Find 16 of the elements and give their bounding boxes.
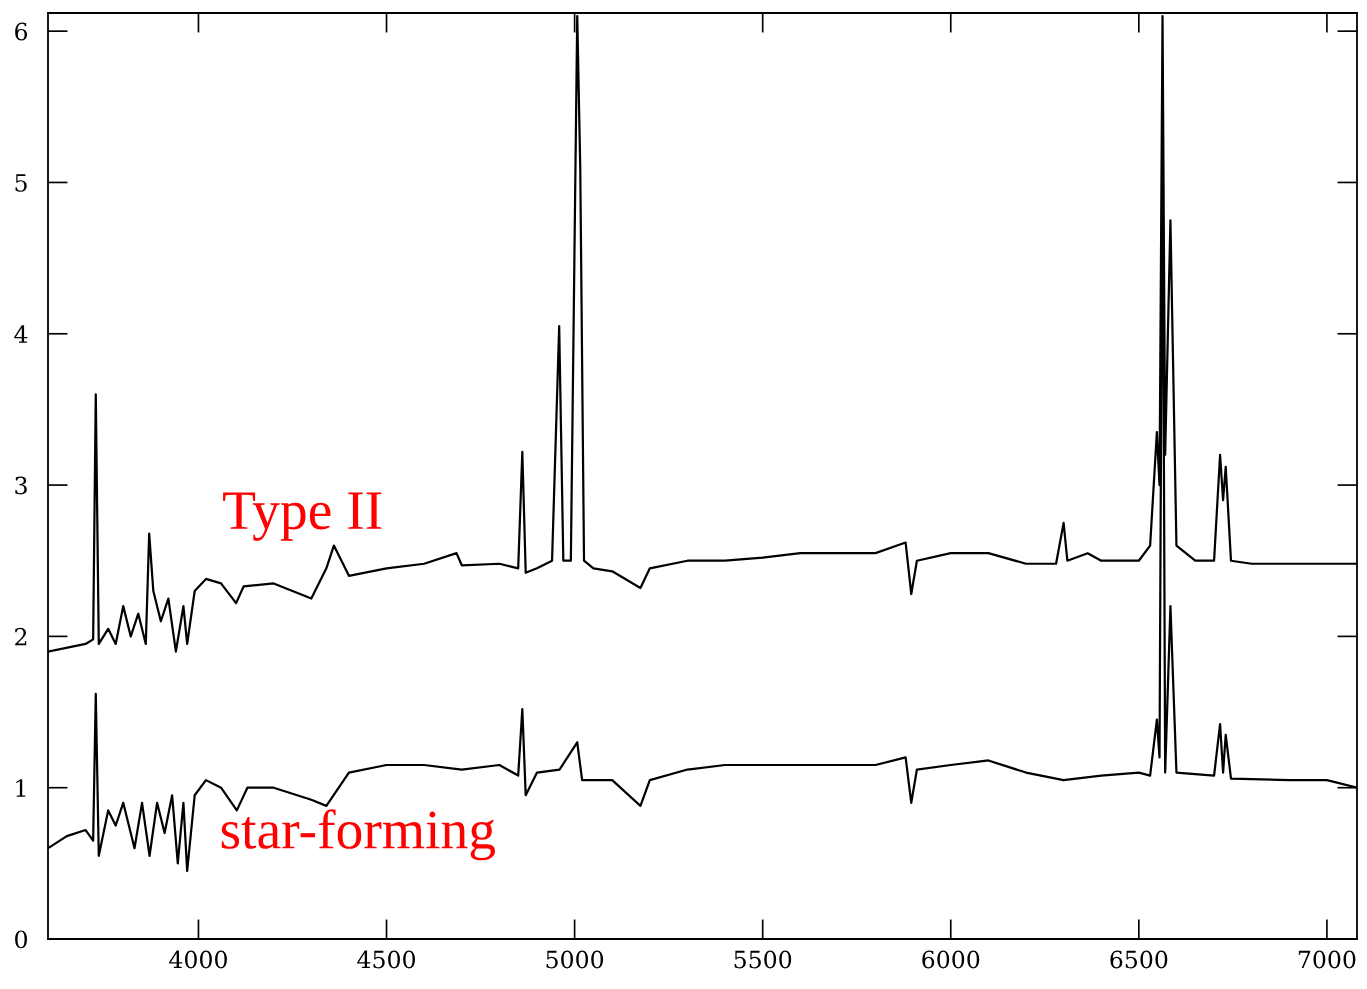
x-tick-label: 4000 — [169, 950, 227, 969]
y-tick-label: 5 — [15, 174, 27, 192]
series-label: star-forming — [221, 809, 496, 861]
x-tick-label: 6500 — [1110, 950, 1168, 969]
x-tick-label: 4500 — [357, 950, 416, 969]
x-tick-label: 5000 — [546, 950, 604, 969]
series-label: Type II — [223, 492, 382, 541]
y-tick-label: 0 — [15, 930, 27, 949]
y-tick-label: 1 — [16, 779, 26, 797]
x-tick-label: 5500 — [734, 950, 792, 969]
y-tick-label: 6 — [15, 22, 28, 41]
y-tick-label: 4 — [14, 325, 28, 343]
y-tick-label: 2 — [15, 627, 27, 646]
x-tick-label: 6000 — [922, 950, 980, 969]
x-tick-label: 7000 — [1298, 950, 1356, 969]
y-tick-label: 3 — [15, 476, 27, 495]
